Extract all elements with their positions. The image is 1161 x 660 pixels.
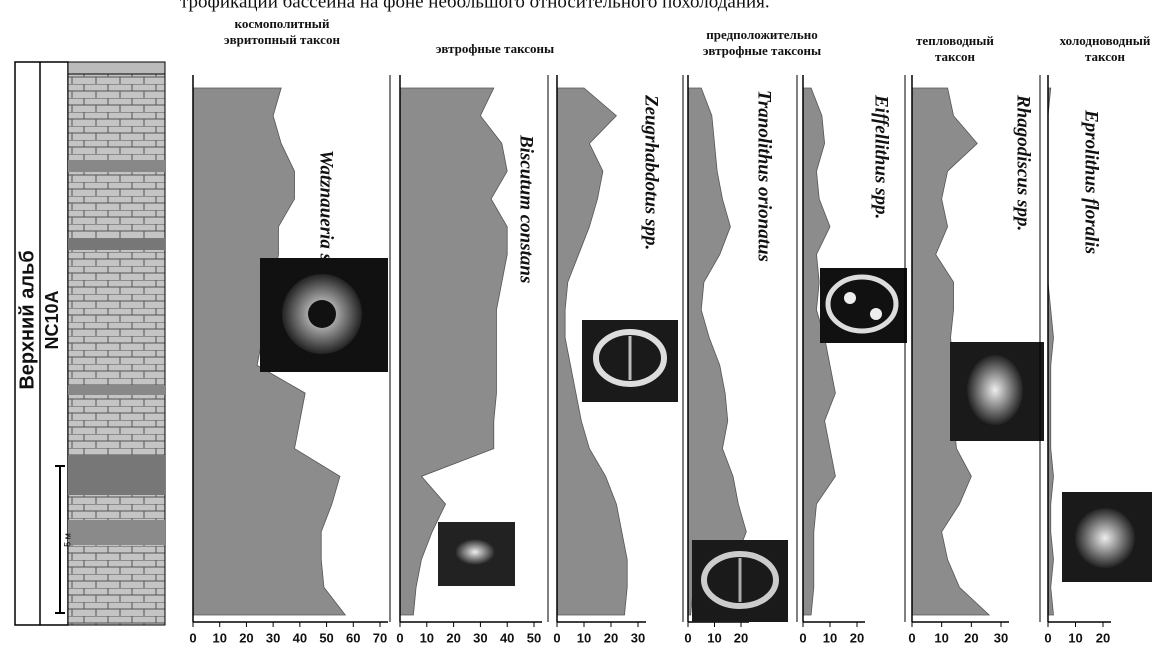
micrograph (950, 342, 1044, 441)
panel-header: холодноводный (1060, 33, 1151, 48)
x-tick-label: 0 (396, 630, 403, 645)
micrograph (1062, 492, 1152, 582)
taxon-label: Tranolithus orionatus (754, 90, 775, 262)
x-tick-label: 20 (604, 630, 618, 645)
panel-header: космополитный (235, 16, 330, 31)
panel-header: тепловодный (916, 33, 994, 48)
zone-label: NC10A (42, 290, 62, 349)
x-tick-label: 0 (553, 630, 560, 645)
x-tick-label: 70 (373, 630, 387, 645)
caption: трофикации бассейна на фоне небольшого о… (180, 0, 770, 12)
x-tick-label: 0 (189, 630, 196, 645)
x-tick-label: 30 (473, 630, 487, 645)
x-tick-label: 30 (631, 630, 645, 645)
x-tick-label: 30 (266, 630, 280, 645)
x-tick-label: 10 (823, 630, 837, 645)
area (1048, 88, 1054, 615)
scale-label: 5 м (62, 533, 72, 547)
taxon-label: Eiffellithus spp. (871, 94, 892, 219)
panel-header: предположительно (706, 27, 817, 42)
x-tick-label: 0 (799, 630, 806, 645)
x-tick-label: 10 (1068, 630, 1082, 645)
x-tick-label: 10 (212, 630, 226, 645)
x-tick-label: 20 (850, 630, 864, 645)
x-tick-label: 10 (934, 630, 948, 645)
x-tick-label: 50 (319, 630, 333, 645)
panel-header: эвритопный таксон (224, 32, 340, 47)
x-tick-label: 20 (446, 630, 460, 645)
x-tick-label: 60 (346, 630, 360, 645)
x-tick-label: 20 (734, 630, 748, 645)
micrograph (820, 268, 907, 343)
x-tick-label: 10 (577, 630, 591, 645)
panel-header: эвтрофные таксоны (436, 41, 554, 56)
micrograph (582, 320, 678, 402)
x-tick-label: 0 (908, 630, 915, 645)
area (803, 88, 835, 615)
x-tick-label: 30 (994, 630, 1008, 645)
panel-header: эвтрофные таксоны (703, 43, 821, 58)
panel-header: таксон (1085, 49, 1125, 64)
x-tick-label: 20 (1096, 630, 1110, 645)
x-tick-label: 20 (239, 630, 253, 645)
stage-label: Верхний альб (16, 250, 38, 389)
panel-header: таксон (935, 49, 975, 64)
x-tick-label: 0 (684, 630, 691, 645)
micrograph (260, 258, 388, 372)
area (688, 88, 746, 615)
figure: трофикации бассейна на фоне небольшого о… (0, 0, 1161, 660)
x-tick-label: 0 (1044, 630, 1051, 645)
taxon-label: Biscutum constans (516, 134, 537, 283)
micrograph (692, 540, 788, 622)
taxon-label: Rhagodiscus spp. (1013, 94, 1034, 231)
x-tick-label: 40 (293, 630, 307, 645)
taxon-label: Zeugrhabdotus spp. (641, 94, 662, 250)
x-tick-label: 40 (500, 630, 514, 645)
x-tick-label: 10 (707, 630, 721, 645)
micrograph (438, 522, 515, 586)
x-tick-label: 10 (420, 630, 434, 645)
taxon-label: Eprolithus floralis (1081, 109, 1102, 254)
x-tick-label: 50 (527, 630, 541, 645)
strat-column: Верхний альб NC10A 5 м (15, 62, 165, 625)
x-tick-label: 20 (964, 630, 978, 645)
